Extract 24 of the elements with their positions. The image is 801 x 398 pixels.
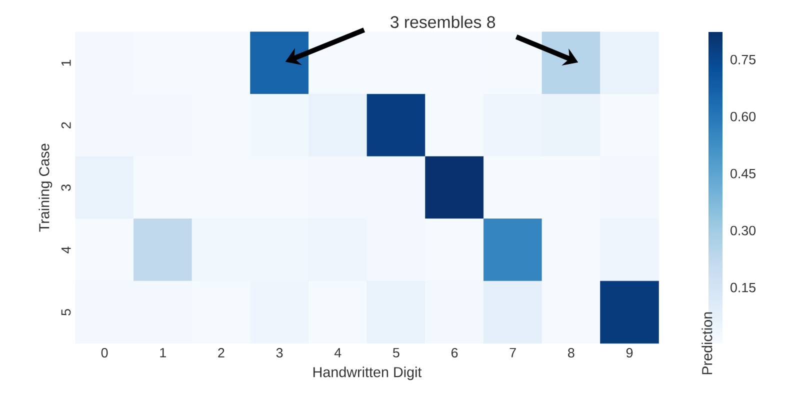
x-axis-title: Handwritten Digit xyxy=(313,366,422,380)
y-tick-label: 5 xyxy=(61,309,71,316)
color-bar-label: 0.45 xyxy=(730,168,756,178)
color-bar-label: 0.60 xyxy=(730,112,756,122)
x-tick-label: 7 xyxy=(510,348,516,358)
y-tick-label: 1 xyxy=(62,60,71,66)
x-tick-label: 4 xyxy=(334,348,342,358)
color-bar-title: Prediction xyxy=(702,312,712,374)
x-tick-label: 6 xyxy=(451,348,458,358)
y-axis-title: Training Case xyxy=(38,144,52,232)
x-tick-label: 3 xyxy=(276,348,283,358)
x-tick-label: 2 xyxy=(218,348,224,358)
x-tick-label: 1 xyxy=(160,348,166,358)
y-tick-label: 2 xyxy=(61,122,71,128)
y-tick-label: 3 xyxy=(61,184,71,191)
y-tick-label: 4 xyxy=(62,246,71,254)
x-tick-label: 8 xyxy=(568,348,574,358)
text: 3 resembles 8 xyxy=(390,16,496,28)
x-tick-label: 5 xyxy=(392,348,400,358)
x-tick-label: 9 xyxy=(626,348,633,358)
color-bar-label: 0.15 xyxy=(730,282,756,292)
x-tick-label: 0 xyxy=(101,348,108,358)
color-bar-label: 0.75 xyxy=(730,54,756,64)
color-bar-label: 0.30 xyxy=(730,226,756,236)
